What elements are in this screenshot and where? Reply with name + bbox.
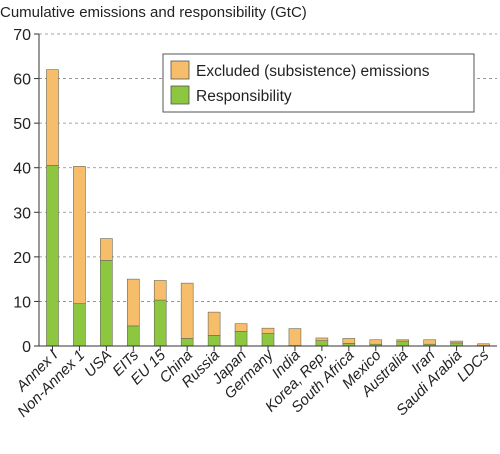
x-tick-label: LDCs — [454, 346, 493, 385]
bar-segment-excluded — [234, 323, 248, 332]
chart-title: Cumulative emissions and responsibility … — [0, 4, 307, 21]
legend: Excluded (subsistence) emissions Respons… — [162, 53, 475, 113]
bar-segment-excluded — [369, 339, 383, 345]
bar-segment-excluded — [180, 282, 194, 339]
bar-segment-excluded — [288, 328, 302, 346]
bar-segment-responsibility — [315, 340, 329, 347]
legend-swatch-excluded — [170, 60, 190, 80]
bar-segment-excluded — [73, 166, 86, 304]
bar-segment-excluded — [261, 327, 275, 334]
bar-segment-responsibility — [126, 325, 140, 347]
bar-segment-responsibility — [234, 330, 248, 347]
bar-segment-excluded — [342, 338, 356, 344]
bar-segment-responsibility — [46, 165, 59, 347]
legend-label-excluded: Excluded (subsistence) emissions — [196, 63, 430, 80]
bar-segment-responsibility — [100, 260, 113, 347]
bar-segment-responsibility — [207, 335, 221, 347]
bar-segment-responsibility — [73, 303, 86, 347]
bar-segment-excluded — [153, 280, 167, 301]
y-tick-label: 60 — [13, 72, 31, 89]
bar-segment-excluded — [450, 340, 463, 344]
bar-segment-excluded — [207, 311, 221, 336]
bar-segment-excluded — [126, 278, 140, 327]
y-tick-label: 10 — [13, 294, 31, 311]
y-tick-label: 30 — [13, 205, 31, 222]
x-tick-label: USA — [81, 347, 115, 381]
y-tick-label: 40 — [13, 161, 31, 178]
y-tick-label: 70 — [13, 27, 31, 44]
y-tick-label: 20 — [13, 250, 31, 267]
bar-segment-excluded — [423, 339, 436, 345]
bar-segment-responsibility — [396, 340, 410, 347]
legend-box — [162, 53, 475, 113]
bar-segment-responsibility — [180, 338, 194, 347]
bar-segment-responsibility — [153, 299, 167, 347]
bar-segment-responsibility — [261, 333, 275, 347]
y-tick-label: 50 — [13, 116, 31, 133]
bar-segment-excluded — [46, 69, 59, 166]
legend-label-responsibility: Responsibility — [196, 88, 292, 105]
bar-segment-excluded — [100, 238, 113, 261]
y-tick-label: 0 — [22, 339, 31, 356]
bar-segment-excluded — [477, 343, 490, 346]
bar-segment-excluded — [315, 337, 329, 341]
bar-segment-excluded — [396, 339, 410, 342]
legend-swatch-responsibility — [170, 85, 190, 105]
